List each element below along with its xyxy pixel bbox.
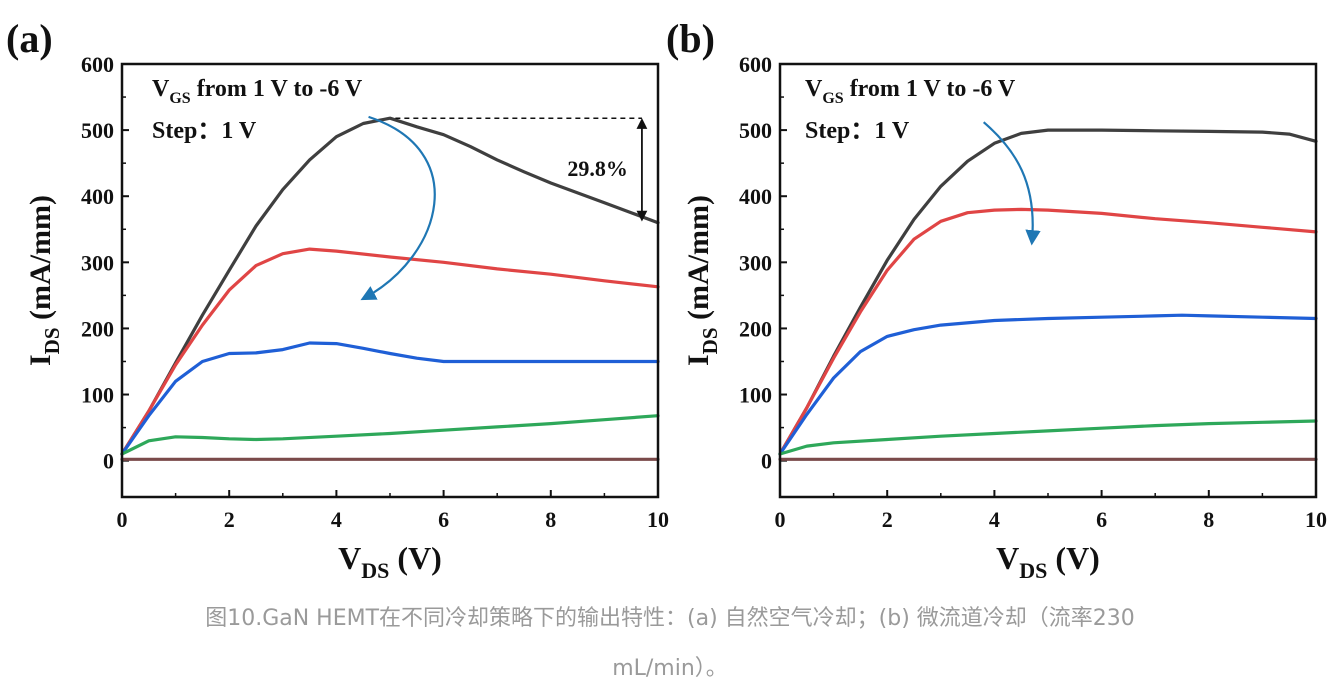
y-axis-label: IDS (mA/mm) [682,195,722,366]
vgs-annotation-main: V [805,76,823,102]
y-tick-label: 300 [739,250,772,275]
y-tick-label: 100 [81,383,114,408]
x-axis-label: VDS (V) [996,540,1100,583]
x-tick-label: 0 [775,507,786,532]
panel-label: (b) [666,16,715,61]
trend-arrow [360,115,436,301]
y-tick-label: 0 [761,449,772,474]
x-axis-label-main: V [338,540,361,576]
y-axis-label-main: I [24,354,57,366]
series-line-3 [778,419,1318,456]
figure-caption-line1: 图10.GaN HEMT在不同冷却策略下的输出特性：(a) 自然空气冷却；(b)… [205,606,1135,631]
x-tick-label: 8 [1203,507,1214,532]
panel-label: (a) [6,16,53,61]
series-line-2 [778,313,1318,456]
vgs-annotation-main: V [152,76,170,102]
vgs-annotation-sub: GS [822,90,843,107]
x-axis-label-sub: DS [1019,558,1047,583]
step-annotation: Step：1 V [152,118,257,144]
x-tick-label: 0 [117,507,128,532]
vgs-annotation: VGS from 1 V to -6 V [805,76,1016,107]
x-tick-label: 6 [438,507,449,532]
x-tick-label: 4 [331,507,342,532]
vgs-annotation-rest: from 1 V to -6 V [844,76,1016,102]
y-axis-label-main: I [682,354,715,366]
y-axis-label: IDS (mA/mm) [24,195,64,366]
y-tick-label: 600 [739,52,772,77]
y-tick-label: 600 [81,52,114,77]
y-tick-label: 200 [739,316,772,341]
x-tick-label: 2 [224,507,235,532]
series-line-3 [120,414,660,456]
x-axis-label-main: V [996,540,1019,576]
y-axis-label-unit: (mA/mm) [24,195,57,327]
series-line-2 [120,341,660,456]
y-tick-label: 400 [739,184,772,209]
x-tick-label: 10 [1305,507,1327,532]
trend-arrow [982,121,1041,246]
y-tick-label: 100 [739,383,772,408]
x-tick-label: 10 [647,507,669,532]
x-tick-label: 8 [545,507,556,532]
y-tick-label: 500 [739,118,772,143]
y-axis-label-sub: DS [698,327,722,354]
x-tick-label: 6 [1096,507,1107,532]
y-tick-label: 0 [103,449,114,474]
figure-caption-line2: mL/min）。 [612,656,728,681]
x-tick-label: 2 [882,507,893,532]
x-axis-label-sub: DS [361,558,389,583]
x-axis-label: VDS (V) [338,540,442,583]
series-line-1 [120,247,660,456]
x-axis-label-unit: (V) [1047,540,1099,576]
vgs-annotation: VGS from 1 V to -6 V [152,76,363,107]
series-line-1 [778,207,1318,456]
y-tick-label: 200 [81,316,114,341]
step-annotation: Step：1 V [805,118,910,144]
series-line-0 [120,116,660,456]
plot-frame [778,62,1318,499]
y-tick-label: 300 [81,250,114,275]
series-line-0 [778,128,1318,456]
vgs-annotation-rest: from 1 V to -6 V [191,76,363,102]
vgs-annotation-sub: GS [169,90,190,107]
percent-drop-label: 29.8% [567,156,628,181]
x-tick-label: 4 [989,507,1000,532]
plot-frame [120,62,660,499]
x-axis-label-unit: (V) [389,540,441,576]
y-axis-label-unit: (mA/mm) [682,195,715,327]
y-tick-label: 400 [81,184,114,209]
y-tick-label: 500 [81,118,114,143]
y-axis-label-sub: DS [40,327,64,354]
